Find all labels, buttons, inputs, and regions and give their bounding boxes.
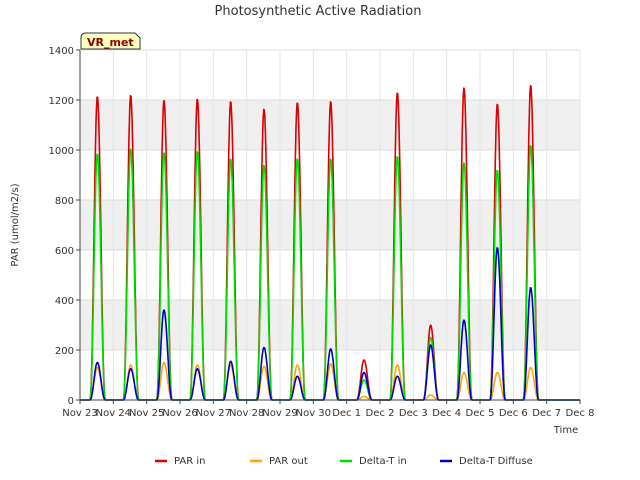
x-axis-label: Time [553,425,578,436]
legend-label-delta-t-diffuse: Delta-T Diffuse [459,456,533,467]
x-tick-label-0: Nov 23 [62,408,97,419]
badge: VR_met [80,32,141,50]
x-tick-label-10: Dec 3 [399,408,428,419]
legend-label-par-out: PAR out [269,456,308,467]
y-tick-label-400: 400 [55,296,74,307]
y-tick-label-1000: 1000 [49,146,74,157]
band-200 [80,300,580,350]
badge-label: VR_met [87,36,134,49]
x-tick-label-2: Nov 25 [129,408,164,419]
x-tick-label-5: Nov 28 [229,408,264,419]
y-tick-label-800: 800 [55,196,74,207]
x-tick-label-4: Nov 27 [196,408,231,419]
x-tick-label-8: Dec 1 [332,408,361,419]
x-tick-label-9: Dec 2 [366,408,395,419]
series-line-par-out [80,361,580,401]
y-tick-label-1400: 1400 [49,46,74,57]
y-axis-label: PAR (umol/m2/s) [10,183,21,266]
y-tick-label-200: 200 [55,346,74,357]
y-tick-label-0: 0 [68,396,74,407]
x-tick-label-13: Dec 6 [499,408,528,419]
x-tick-label-11: Dec 4 [432,408,461,419]
series-line-delta-t-in [80,144,580,401]
x-tick-label-6: Nov 29 [262,408,297,419]
badge-shape [80,32,141,50]
legend-label-par-in: PAR in [174,456,205,467]
legend-label-delta-t-in: Delta-T in [359,456,407,467]
series-line-delta-t-diffuse [80,247,580,401]
y-tick-label-600: 600 [55,246,74,257]
chart-title: Photosynthetic Active Radiation [215,4,422,19]
series-layer [80,84,580,401]
x-tick-label-3: Nov 26 [162,408,197,419]
legend: PAR in PAR out Delta-T in Delta-T Diffuse [155,456,533,467]
x-tick-label-7: Nov 30 [296,408,331,419]
x-tick-label-15: Dec 8 [566,408,595,419]
series-line-par-in [80,84,580,401]
band-600 [80,200,580,250]
x-tick-label-14: Dec 7 [532,408,561,419]
y-tick-label-1200: 1200 [49,96,74,107]
x-tick-label-1: Nov 24 [96,408,131,419]
x-tick-label-12: Dec 5 [466,408,495,419]
